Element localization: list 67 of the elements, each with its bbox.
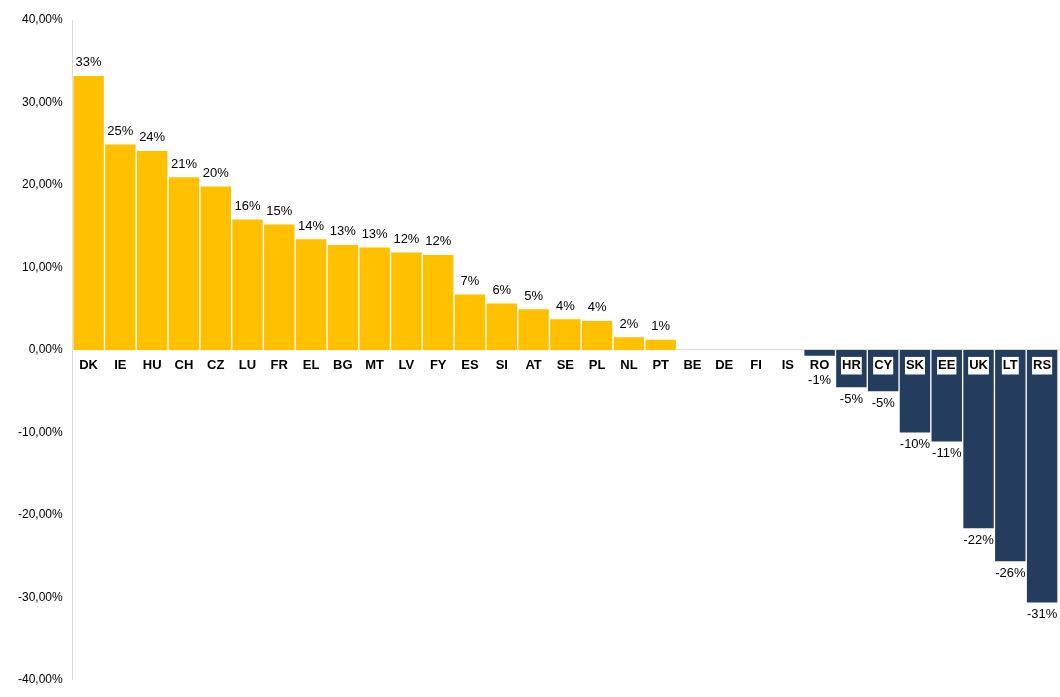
data-label: 20% [202,164,230,180]
x-tick-label: MT [365,357,385,373]
x-tick-label: LT [1002,357,1018,373]
data-label: -5% [871,395,896,411]
data-label: 4% [587,299,607,315]
y-tick-label: -10,00% [17,424,64,439]
x-tick-label: IE [114,357,127,373]
y-tick-label: -30,00% [17,589,64,604]
x-tick-label: FR [270,357,289,373]
y-tick-label: 20,00% [21,177,64,192]
x-tick-label: DE [715,357,734,373]
x-tick-label: LV [398,357,415,373]
x-tick-label: AT [525,357,542,373]
x-tick-label: CZ [207,357,225,373]
x-tick-label: BG [333,357,353,373]
data-label: 2% [619,315,639,331]
x-tick-label: UK [969,357,989,373]
data-label: 13% [329,223,357,239]
x-tick-label: EE [938,357,956,373]
x-tick-label: PT [652,357,670,373]
data-label: -5% [839,390,864,406]
y-tick-label: 10,00% [21,259,64,274]
data-label: 1% [651,318,671,334]
x-tick-label: FI [750,357,762,373]
data-label: 16% [234,197,261,213]
data-label: 15% [266,202,293,218]
y-tick-label: -40,00% [17,672,64,687]
data-label: -22% [963,531,995,547]
x-tick-label: RO [809,357,830,373]
data-label: 14% [298,217,325,233]
data-label: 5% [524,287,544,303]
data-label: 7% [460,272,480,288]
x-tick-label: SK [905,357,925,373]
x-tick-label: HU [142,357,162,373]
x-tick-label: ES [461,357,479,373]
data-label: 21% [170,155,198,171]
data-label: -26% [995,564,1026,580]
data-label: 6% [492,281,512,297]
data-label: 4% [555,297,576,313]
x-tick-label: CH [174,357,194,373]
x-tick-label: NL [620,357,638,373]
y-tick-label: 40,00% [21,12,64,27]
x-tick-label: DK [79,357,99,373]
x-tick-label: RS [1033,357,1052,373]
y-tick-label: 30,00% [21,94,64,109]
x-tick-label: FY [429,357,447,373]
y-tick-label: -20,00% [17,507,64,522]
x-tick-label: PL [588,357,606,373]
data-label: 24% [139,129,166,145]
data-label: 12% [425,233,452,249]
x-tick-label: EL [302,357,320,373]
x-tick-label: HR [842,357,862,373]
x-tick-label: BE [683,357,702,373]
x-tick-label: CY [874,357,893,373]
data-label: -10% [899,436,931,452]
data-label: -11% [932,445,962,461]
x-tick-label: IS [781,357,795,373]
data-label: -1% [808,371,832,387]
x-tick-label: SI [495,357,508,373]
x-tick-label: SE [556,357,575,373]
data-label: 25% [107,122,134,138]
data-label: 33% [75,54,103,70]
data-label: 13% [361,225,389,241]
data-label: 12% [393,230,420,246]
y-tick-label: 0,00% [28,342,64,357]
data-label: -31% [1026,606,1058,622]
x-tick-label: LU [238,357,257,373]
